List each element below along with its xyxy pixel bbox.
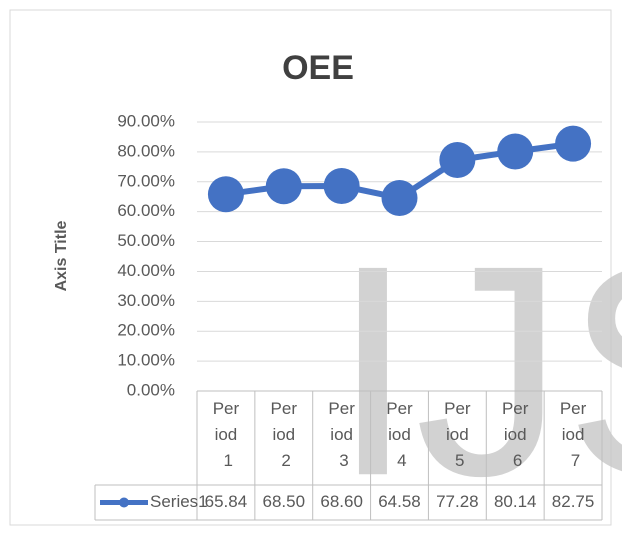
y-tick-label: 70.00% <box>117 171 175 190</box>
y-tick-label: 20.00% <box>117 321 175 340</box>
x-tick-label: Per iod 3 <box>328 399 355 470</box>
watermark: IJS <box>331 202 622 533</box>
x-tick-label: Per iod 5 <box>444 399 471 470</box>
point <box>439 142 476 179</box>
data-table-value: 68.50 <box>263 492 306 511</box>
x-tick-label: Per iod 4 <box>386 399 413 470</box>
x-tick-label: Per iod 7 <box>560 399 587 470</box>
y-axis-title: Axis Title <box>53 220 70 291</box>
data-table-value: 64.58 <box>378 492 421 511</box>
point <box>555 125 592 162</box>
point <box>323 167 360 204</box>
point <box>497 133 534 170</box>
legend-marker <box>119 497 129 508</box>
y-tick-label: 10.00% <box>117 351 175 370</box>
x-tick-label: Per iod 6 <box>502 399 529 470</box>
y-tick-label: 80.00% <box>117 141 175 160</box>
data-table-value: 65.84 <box>205 492 248 511</box>
chart-frame <box>9 9 612 526</box>
y-tick-label: 60.00% <box>117 201 175 220</box>
legend-label: Series1 <box>150 492 208 511</box>
point <box>381 179 418 216</box>
chart-title: OEE <box>282 49 354 87</box>
y-tick-label: 90.00% <box>117 111 175 130</box>
x-tick-label: Per iod 2 <box>271 399 298 470</box>
data-table-value: 68.60 <box>320 492 363 511</box>
point <box>265 168 302 205</box>
point <box>207 176 244 213</box>
y-tick-label: 40.00% <box>117 261 175 280</box>
y-tick-label: 0.00% <box>127 380 175 399</box>
x-tick-label: Per iod 1 <box>213 399 240 470</box>
data-table-value: 82.75 <box>552 492 595 511</box>
y-tick-label: 30.00% <box>117 291 175 310</box>
data-table-value: 77.28 <box>436 492 479 511</box>
y-tick-label: 50.00% <box>117 231 175 250</box>
data-table-value: 80.14 <box>494 492 537 511</box>
